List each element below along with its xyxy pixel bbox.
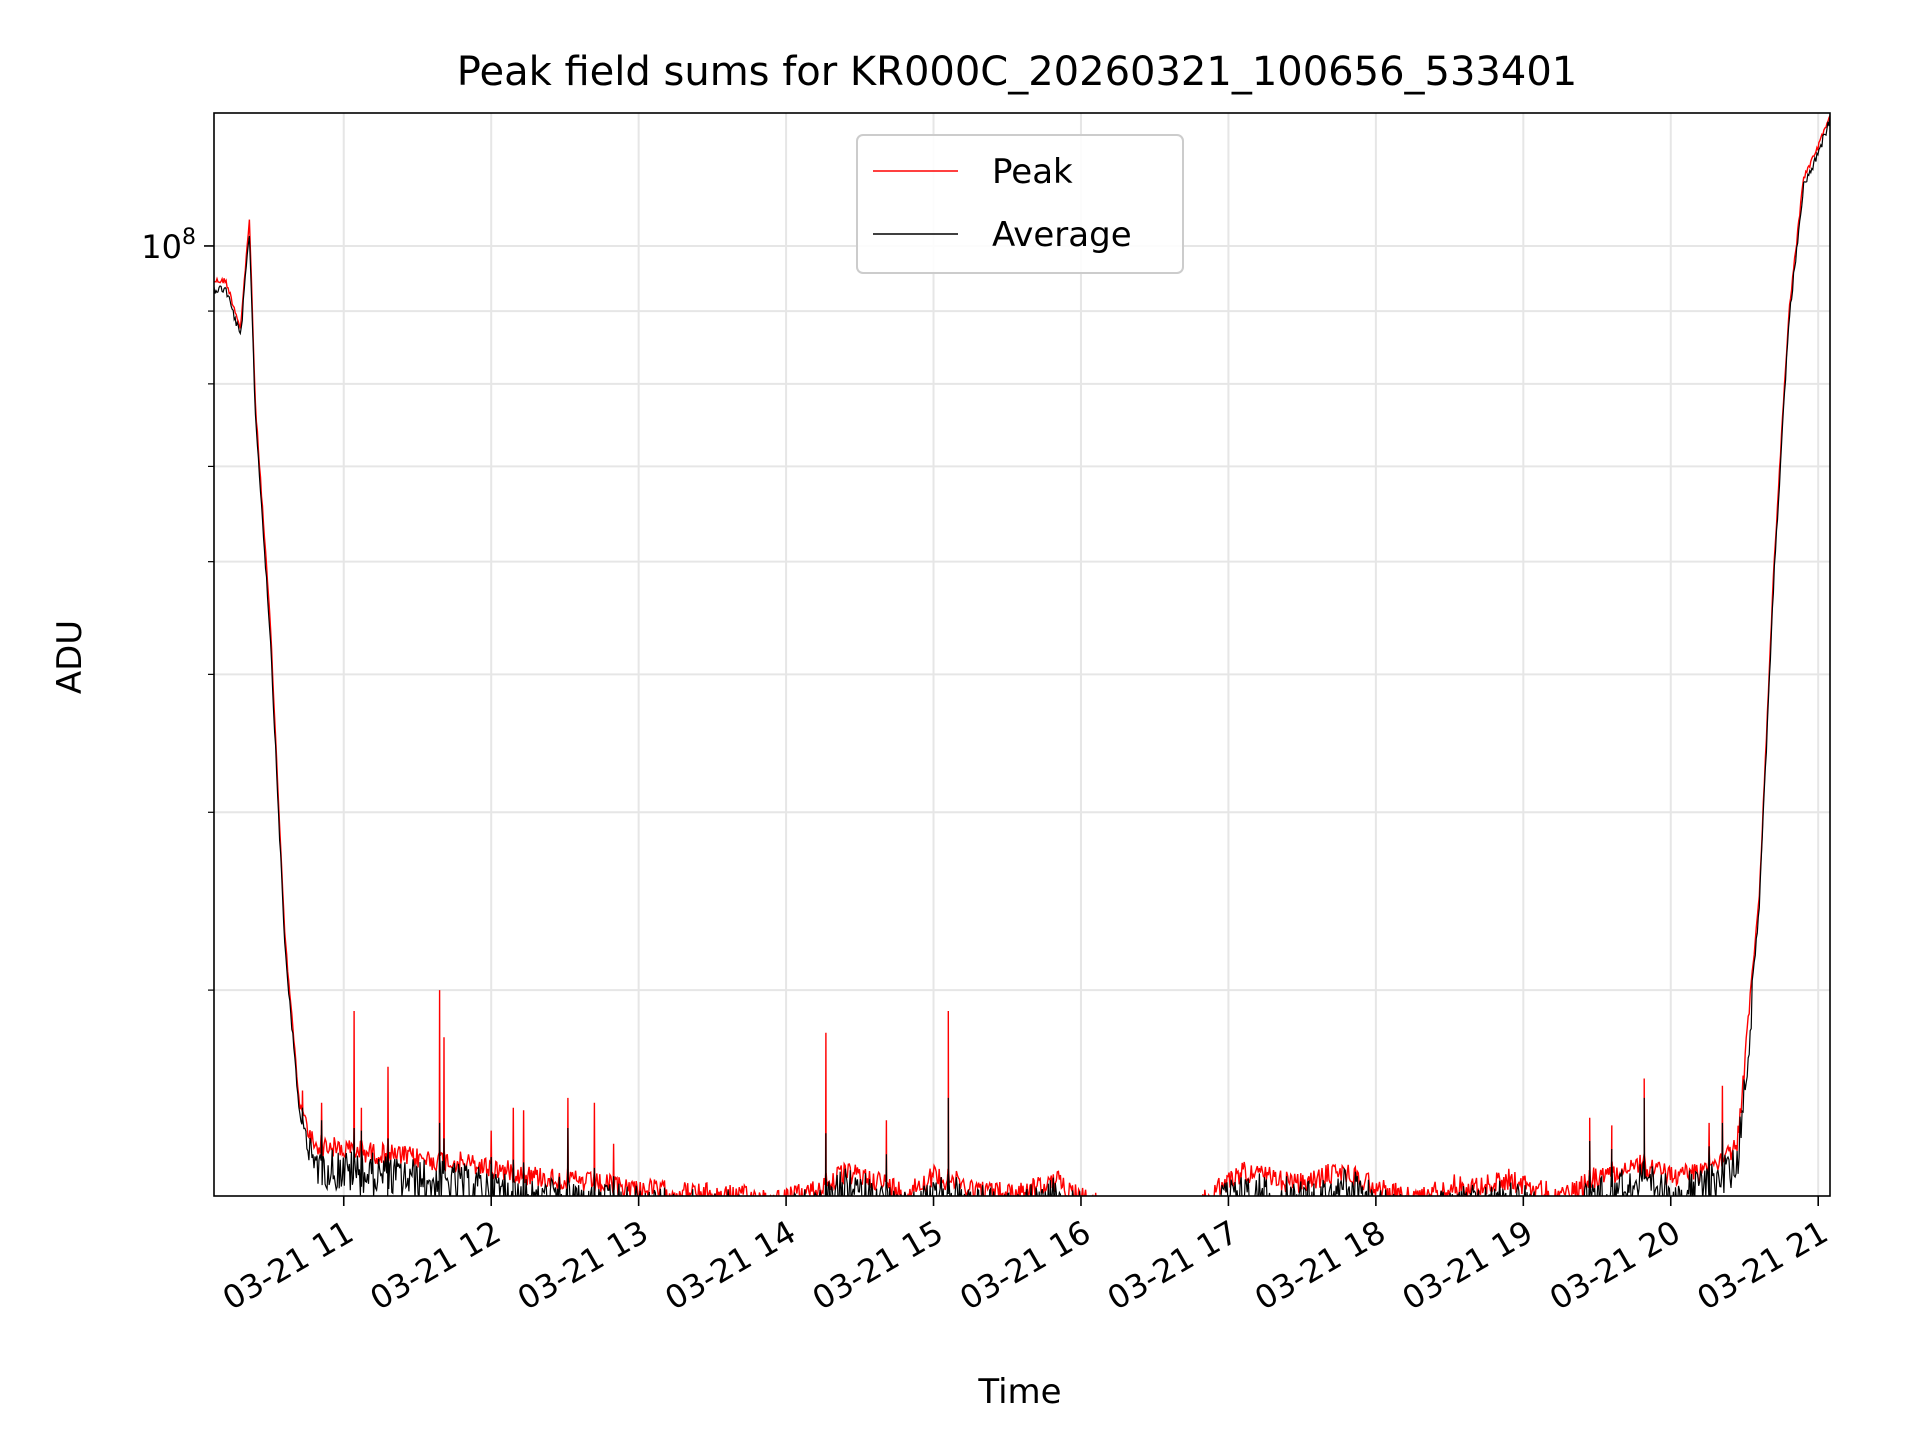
grid (214, 113, 1830, 1196)
x-axis-label: Time (977, 1372, 1061, 1412)
chart-title: Peak field sums for KR000C_20260321_1006… (457, 49, 1577, 95)
y-tick-label: 108 (141, 225, 196, 266)
series-area (214, 115, 1830, 1196)
legend-box (856, 134, 1184, 274)
legend-label-peak: Peak (992, 152, 1073, 192)
plot-frame (213, 112, 1831, 1197)
legend-label-average: Average (992, 215, 1132, 255)
series-line-peak (214, 115, 1830, 1196)
y-axis-label: ADU (50, 620, 90, 694)
legend: Peak Average (856, 134, 1184, 274)
